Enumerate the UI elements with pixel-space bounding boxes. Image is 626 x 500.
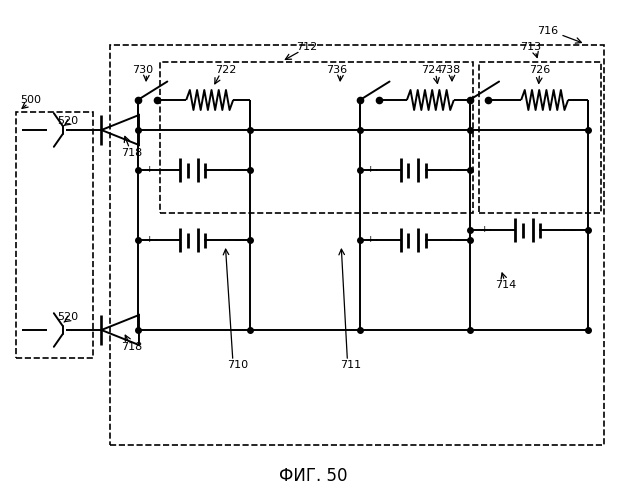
Text: 722: 722 <box>215 65 236 75</box>
Text: 724: 724 <box>421 65 443 75</box>
Text: −: − <box>233 166 240 174</box>
Text: +: + <box>366 166 373 174</box>
Text: 726: 726 <box>529 65 550 75</box>
Text: 718: 718 <box>121 148 142 158</box>
Bar <box>16 112 93 358</box>
Text: +: + <box>480 226 488 234</box>
Text: 736: 736 <box>326 65 347 75</box>
Text: −: − <box>233 236 240 244</box>
Text: 716: 716 <box>537 26 558 36</box>
Text: −: − <box>453 236 461 244</box>
Text: 712: 712 <box>296 42 317 52</box>
Text: 714: 714 <box>495 280 516 290</box>
Text: −: − <box>453 166 461 174</box>
Text: ФИГ. 50: ФИГ. 50 <box>279 467 347 485</box>
Text: 711: 711 <box>340 360 361 370</box>
Text: 520: 520 <box>57 116 78 126</box>
Text: 718: 718 <box>121 342 142 352</box>
Text: 710: 710 <box>227 360 249 370</box>
Text: 520: 520 <box>57 312 78 322</box>
Text: 713: 713 <box>520 42 541 52</box>
Text: +: + <box>145 166 153 174</box>
Text: 730: 730 <box>132 65 153 75</box>
Text: +: + <box>366 236 373 244</box>
Text: −: − <box>568 226 575 234</box>
Bar <box>110 45 604 445</box>
Text: 738: 738 <box>439 65 460 75</box>
Text: +: + <box>145 236 153 244</box>
Text: 500: 500 <box>21 95 42 105</box>
Bar <box>160 62 473 212</box>
Bar <box>479 62 601 212</box>
